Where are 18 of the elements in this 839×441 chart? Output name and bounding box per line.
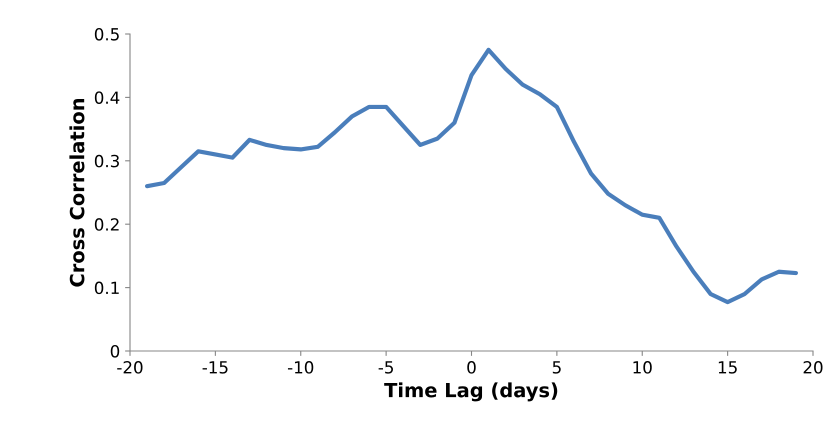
x-tick-label: -5 [378,361,393,374]
x-tick-label: -10 [288,361,314,374]
x-tick-label: 20 [804,361,822,374]
x-tick-label: 5 [552,361,561,374]
x-tick-label: 0 [467,361,476,374]
y-tick-label: 0 [110,344,120,358]
x-tick-label: -15 [202,361,228,374]
y-axis-title: Cross Correlation [69,98,84,287]
x-tick-label: 10 [633,361,652,374]
y-tick-label: 0.4 [94,91,120,104]
y-tick-label: 0.5 [94,28,119,41]
x-tick-label: 15 [718,361,737,374]
y-tick-label: 0.2 [94,218,119,231]
line-series [144,48,798,304]
x-tick-label: -20 [117,361,143,374]
x-axis-title: Time Lag (days) [384,382,558,402]
y-tick-label: 0.1 [94,282,119,294]
y-tick-label: 0.3 [94,154,119,168]
